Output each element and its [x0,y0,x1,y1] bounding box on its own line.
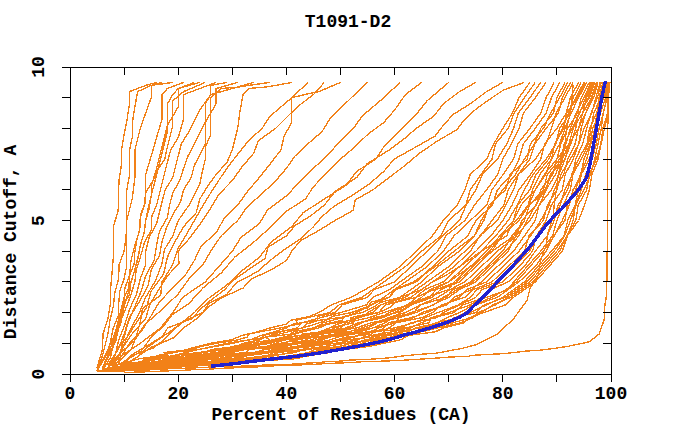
y-axis-title: Distance Cutoff, A [1,145,21,340]
x-tick-label: 80 [492,384,514,404]
x-tick-label: 0 [65,384,76,404]
model-curve [97,82,162,371]
x-tick-label: 100 [595,384,627,404]
x-axis-title: Percent of Residues (CA) [211,405,470,425]
model-curve [124,82,524,366]
x-tick-label: 60 [384,384,406,404]
model-curves-group [97,81,610,373]
chart-title: T1091-D2 [305,12,391,32]
y-tick-label: 5 [29,215,49,226]
y-tick-label: 10 [29,56,49,78]
y-tick-label: 0 [29,369,49,380]
gdt-plot-chart: T1091-D2 Percent of Residues (CA) Distan… [0,0,680,440]
x-tick-label: 40 [276,384,298,404]
x-tick-label: 20 [167,384,189,404]
